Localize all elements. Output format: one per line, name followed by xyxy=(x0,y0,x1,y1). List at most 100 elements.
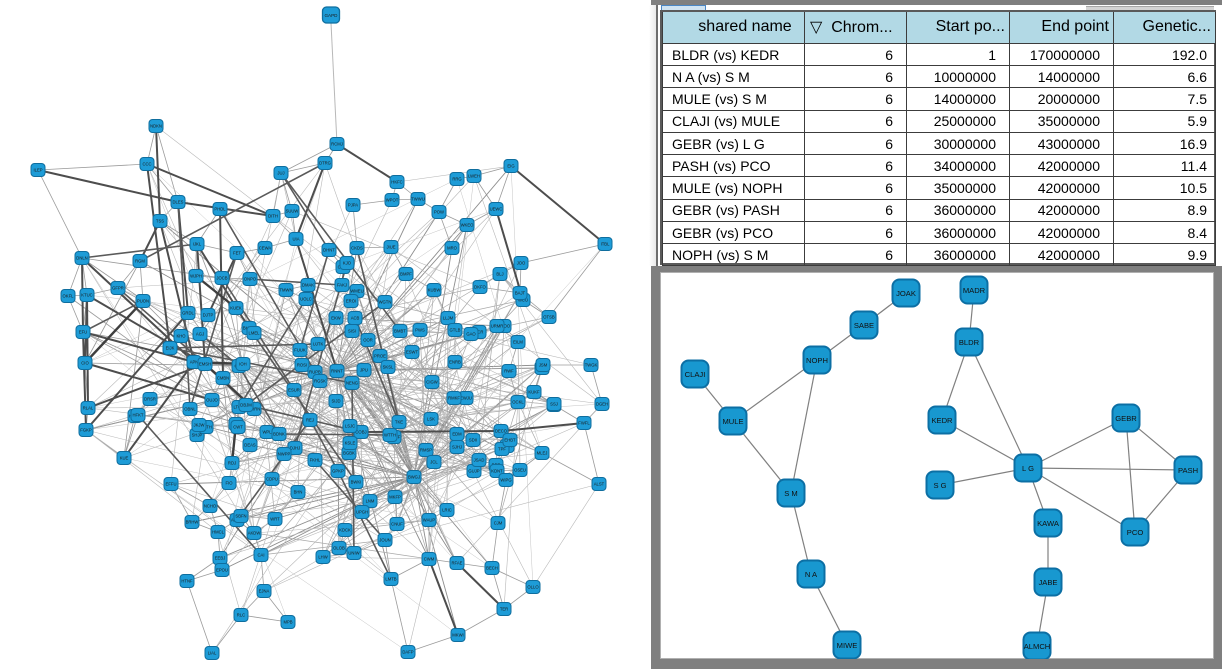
svg-text:GFPR: GFPR xyxy=(112,286,124,291)
svg-text:AKDW: AKDW xyxy=(248,531,261,536)
svg-text:ESUR: ESUR xyxy=(288,388,300,393)
svg-text:PWS: PWS xyxy=(415,328,425,333)
svg-text:EEBJ: EEBJ xyxy=(215,556,225,561)
svg-text:GPKP: GPKP xyxy=(332,469,344,474)
svg-text:ONPO: ONPO xyxy=(244,277,257,282)
svg-text:GAO: GAO xyxy=(466,332,476,337)
svg-text:TSS: TSS xyxy=(156,219,164,224)
svg-text:EKW: EKW xyxy=(331,316,341,321)
svg-text:OBNL: OBNL xyxy=(184,407,196,412)
svg-text:ENRB: ENRB xyxy=(449,360,461,365)
svg-text:SKSL: SKSL xyxy=(383,365,394,370)
svg-text:DECO: DECO xyxy=(495,429,508,434)
svg-text:ROSI: ROSI xyxy=(297,363,307,368)
svg-text:OOR: OOR xyxy=(363,338,373,343)
svg-text:SIJD: SIJD xyxy=(331,399,340,404)
svg-text:DMAK: DMAK xyxy=(302,283,314,288)
svg-text:JPU: JPU xyxy=(360,368,368,373)
svg-text:JCL: JCL xyxy=(430,460,438,465)
svg-text:FAKJ: FAKJ xyxy=(337,283,347,288)
svg-text:SDII: SDII xyxy=(469,438,477,443)
svg-text:RMKF: RMKF xyxy=(448,396,460,401)
svg-text:IJKL: IJKL xyxy=(193,242,202,247)
svg-text:GUJP: GUJP xyxy=(468,469,479,474)
svg-text:SISI: SISI xyxy=(348,329,356,334)
svg-text:MLEJ: MLEJ xyxy=(537,451,548,456)
svg-text:KUBW: KUBW xyxy=(428,288,441,293)
svg-text:UNIW: UNIW xyxy=(348,551,359,556)
svg-text:RGSK: RGSK xyxy=(314,379,326,384)
svg-text:FWFL: FWFL xyxy=(578,421,590,426)
svg-text:CAI: CAI xyxy=(258,553,265,558)
svg-text:N A: N A xyxy=(805,570,818,579)
svg-text:SHJP: SHJP xyxy=(192,433,203,438)
svg-text:DEAS: DEAS xyxy=(244,443,256,448)
svg-text:ILEP: ILEP xyxy=(33,168,42,173)
svg-text:GTLB: GTLB xyxy=(450,328,461,333)
svg-text:DITH: DITH xyxy=(268,214,278,219)
svg-text:CWT: CWT xyxy=(233,425,243,430)
svg-text:BMPF: BMPF xyxy=(400,272,412,277)
svg-text:EDM: EDM xyxy=(452,432,462,437)
svg-text:APN: APN xyxy=(190,360,199,365)
svg-text:L G: L G xyxy=(1022,464,1034,473)
svg-text:TER: TER xyxy=(500,607,508,612)
svg-text:JOCB: JOCB xyxy=(216,276,227,281)
svg-text:LRIC: LRIC xyxy=(442,508,452,513)
svg-text:OKFL: OKFL xyxy=(63,294,75,299)
svg-text:CWM: CWM xyxy=(424,557,435,562)
svg-text:GRDL: GRDL xyxy=(182,311,194,316)
svg-text:RMSP: RMSP xyxy=(420,448,432,453)
svg-text:REJ: REJ xyxy=(306,418,314,423)
svg-text:BMBT: BMBT xyxy=(394,329,406,334)
svg-text:FGKP: FGKP xyxy=(80,428,92,433)
svg-text:RRG: RRG xyxy=(452,177,461,182)
svg-text:FKHL: FKHL xyxy=(310,458,321,463)
svg-text:TMWN: TMWN xyxy=(279,288,292,293)
svg-text:KUKF: KUKF xyxy=(528,390,540,395)
svg-text:EFU: EFU xyxy=(79,330,87,335)
svg-text:HKFC: HKFC xyxy=(391,180,402,185)
svg-text:NWPP: NWPP xyxy=(278,452,291,457)
svg-text:S G: S G xyxy=(933,481,946,490)
svg-text:LLJM: LLJM xyxy=(443,316,454,321)
svg-text:DNLN: DNLN xyxy=(76,256,87,261)
svg-text:BRHW: BRHW xyxy=(186,520,199,525)
svg-text:ACB: ACB xyxy=(351,316,360,321)
svg-text:CMBN: CMBN xyxy=(217,376,229,381)
svg-text:DBJM: DBJM xyxy=(240,403,252,408)
svg-text:DRSR: DRSR xyxy=(144,397,156,402)
svg-text:RWF: RWF xyxy=(504,369,514,374)
svg-text:EROI: EROI xyxy=(346,299,356,304)
svg-text:ALST: ALST xyxy=(594,482,605,487)
svg-text:MKWI: MKWI xyxy=(452,633,463,638)
svg-text:CNUF: CNUF xyxy=(391,522,403,527)
svg-text:WPL: WPL xyxy=(262,430,272,435)
svg-text:EIJK: EIJK xyxy=(166,346,175,351)
svg-text:RFAE: RFAE xyxy=(452,561,463,566)
svg-text:RNNT: RNNT xyxy=(331,369,343,374)
svg-text:GAPD: GAPD xyxy=(324,13,338,18)
svg-text:WGTN: WGTN xyxy=(379,300,392,305)
svg-text:EWJU: EWJU xyxy=(460,396,472,401)
svg-text:BAJT: BAJT xyxy=(515,291,526,296)
svg-text:BDNK: BDNK xyxy=(273,432,285,437)
svg-text:RDJ: RDJ xyxy=(228,461,236,466)
svg-text:FUUK: FUUK xyxy=(294,348,306,353)
svg-text:TKE: TKE xyxy=(395,420,403,425)
svg-text:LMTB: LMTB xyxy=(385,577,396,582)
svg-text:DAFP: DAFP xyxy=(402,650,413,655)
svg-text:LSK: LSK xyxy=(427,417,435,422)
svg-text:PCO: PCO xyxy=(1127,528,1144,537)
svg-text:MULE: MULE xyxy=(722,417,743,426)
svg-text:DTRG: DTRG xyxy=(319,161,331,166)
svg-text:CKDS: CKDS xyxy=(351,246,363,251)
svg-text:CCC: CCC xyxy=(142,162,151,167)
svg-text:CEWA: CEWA xyxy=(259,246,272,251)
svg-text:JSAD: JSAD xyxy=(474,458,485,463)
svg-text:LMEL: LMEL xyxy=(249,331,261,336)
svg-text:WCU: WCU xyxy=(518,298,528,303)
svg-text:RCMJ: RCMJ xyxy=(331,142,343,147)
svg-text:RLC: RLC xyxy=(237,613,245,618)
svg-text:SABE: SABE xyxy=(854,321,874,330)
